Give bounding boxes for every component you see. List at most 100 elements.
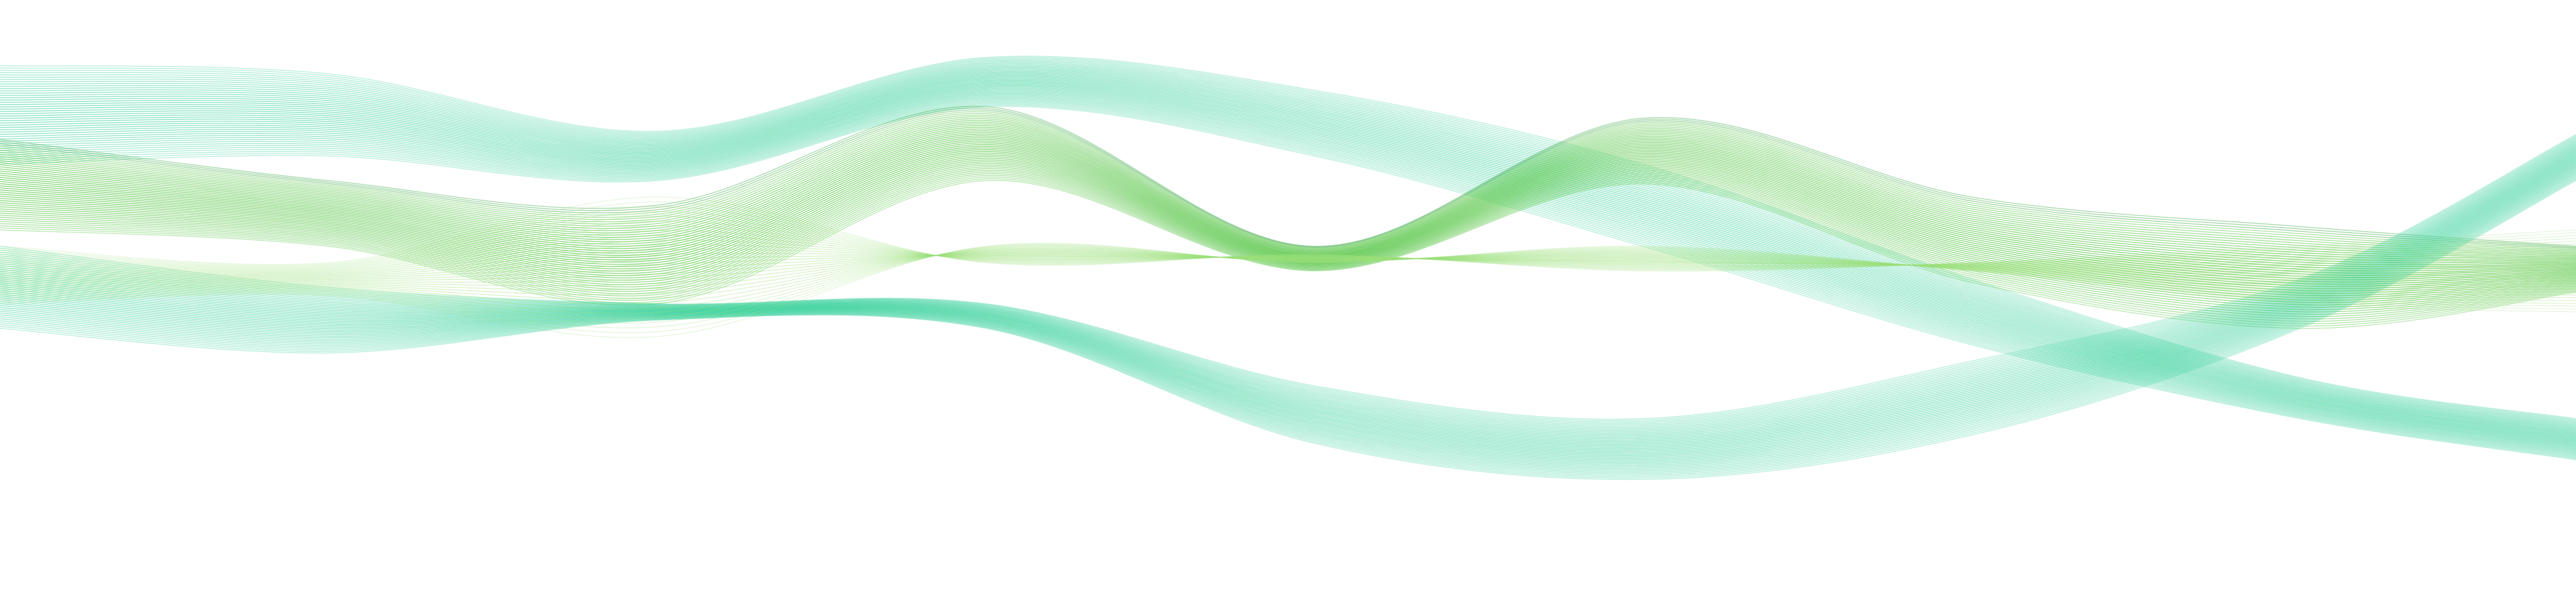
wave-line [0, 149, 2576, 440]
wave-line [0, 163, 2576, 306]
wave-line [0, 80, 2576, 439]
wave-line [0, 173, 2576, 320]
wave-line [0, 85, 2576, 443]
wave-line [0, 153, 2576, 445]
wave-line [0, 87, 2576, 445]
wave-line [0, 167, 2576, 463]
wave-line [0, 176, 2576, 324]
wave-line [0, 144, 2576, 432]
wave-line [0, 239, 2576, 274]
wave-line [0, 159, 2576, 301]
wave-line [0, 171, 2576, 317]
wave-line [0, 166, 2576, 310]
wave-line [0, 251, 2576, 286]
wave-line [0, 144, 2576, 281]
wave-line [0, 130, 2576, 264]
wave-line [0, 88, 2576, 446]
wave-line [0, 246, 2576, 319]
wave-line [0, 114, 2576, 252]
wave-line [0, 134, 2576, 420]
wave-line [0, 157, 2576, 449]
wave-line [0, 165, 2576, 461]
wave-line [0, 78, 2576, 438]
wave-line [0, 252, 2576, 282]
wave-line [0, 99, 2576, 455]
wave-line [0, 138, 2576, 426]
wave-line [0, 96, 2576, 453]
wave-line [0, 179, 2576, 479]
wave-line [0, 180, 2576, 329]
wave-line [0, 122, 2576, 256]
wave-line [0, 77, 2576, 437]
wave-line [0, 156, 2576, 297]
wave-line [0, 173, 2576, 472]
wave-line [0, 171, 2576, 469]
wave-line [0, 83, 2576, 442]
wave-line [0, 151, 2576, 289]
wave-line [0, 142, 2576, 278]
wave-line [0, 146, 2576, 283]
wave-line [0, 244, 2576, 334]
wave-line [0, 141, 2576, 428]
wave-line [0, 137, 2576, 272]
wave-line [0, 249, 2576, 300]
wave-line [0, 75, 2576, 436]
wave-line [0, 135, 2576, 270]
wave-line [0, 252, 2576, 283]
light-green-wave [0, 196, 2576, 338]
wave-line [0, 201, 2576, 271]
wave-line [0, 253, 2576, 277]
wave-line [0, 138, 2576, 274]
wave-line [0, 133, 2576, 268]
wave-line [0, 116, 2576, 253]
wave-line [0, 163, 2576, 458]
wave-line [0, 95, 2576, 452]
wave-line [0, 81, 2576, 440]
wave-line [0, 161, 2576, 455]
wave-line [0, 145, 2576, 434]
wave-line [0, 108, 2576, 248]
wave-line [0, 206, 2576, 270]
wave-line [0, 220, 2576, 270]
wave-line [0, 244, 2576, 328]
wave-line [0, 235, 2576, 273]
wave-line [0, 164, 2576, 308]
wave-line [0, 92, 2576, 449]
wave-line [0, 94, 2576, 451]
wave-line [0, 125, 2576, 259]
wave-line [0, 161, 2576, 303]
wave-line [0, 255, 2576, 279]
wave-line [0, 97, 2576, 454]
wave-line [0, 146, 2576, 436]
wave-line [0, 151, 2576, 442]
wave-line [0, 113, 2576, 251]
wave-line [0, 176, 2576, 475]
wave-line [0, 250, 2576, 291]
wave-line [0, 106, 2576, 460]
wave-line [0, 140, 2576, 427]
wave-line [0, 111, 2576, 250]
wave-line [0, 123, 2576, 257]
wave-line [0, 158, 2576, 299]
wave-line [0, 159, 2576, 452]
wave-line [0, 118, 2576, 254]
abstract-wave-lines [0, 56, 2576, 480]
wave-line [0, 128, 2576, 262]
wave-line [0, 168, 2576, 313]
wave-line [0, 155, 2576, 448]
wave-line [0, 253, 2576, 281]
wave-line [0, 164, 2576, 459]
wave-line [0, 230, 2576, 272]
wave-line [0, 135, 2576, 421]
wave-line [0, 175, 2576, 473]
wave-line [0, 169, 2576, 466]
wave-line [0, 216, 2576, 269]
wave-line [0, 149, 2576, 287]
wave-line [0, 244, 2576, 275]
wave-line [0, 180, 2576, 480]
wave-line [0, 246, 2576, 314]
wave-line [0, 119, 2576, 255]
wave-line [0, 132, 2576, 266]
green-middle-wave [0, 106, 2576, 329]
wave-line [0, 103, 2576, 459]
